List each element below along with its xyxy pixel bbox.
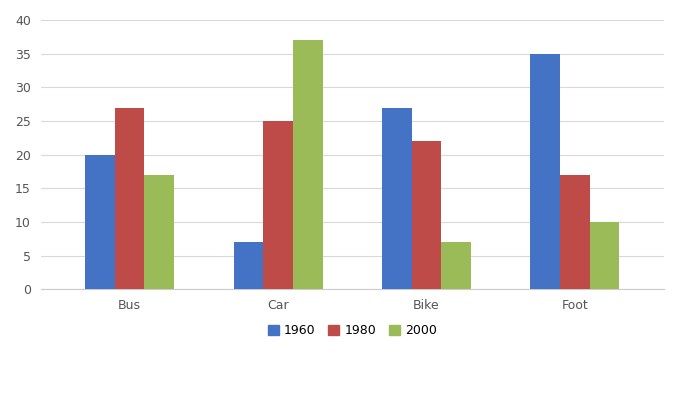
Bar xyxy=(85,154,115,289)
Bar xyxy=(234,242,263,289)
Bar xyxy=(293,40,323,289)
Bar xyxy=(115,108,145,289)
Bar xyxy=(530,54,560,289)
Bar xyxy=(590,222,619,289)
Bar xyxy=(560,175,590,289)
Bar xyxy=(411,141,441,289)
Bar xyxy=(263,121,293,289)
Bar xyxy=(145,175,175,289)
Legend: 1960, 1980, 2000: 1960, 1980, 2000 xyxy=(263,319,442,342)
Bar xyxy=(382,108,411,289)
Bar xyxy=(441,242,471,289)
